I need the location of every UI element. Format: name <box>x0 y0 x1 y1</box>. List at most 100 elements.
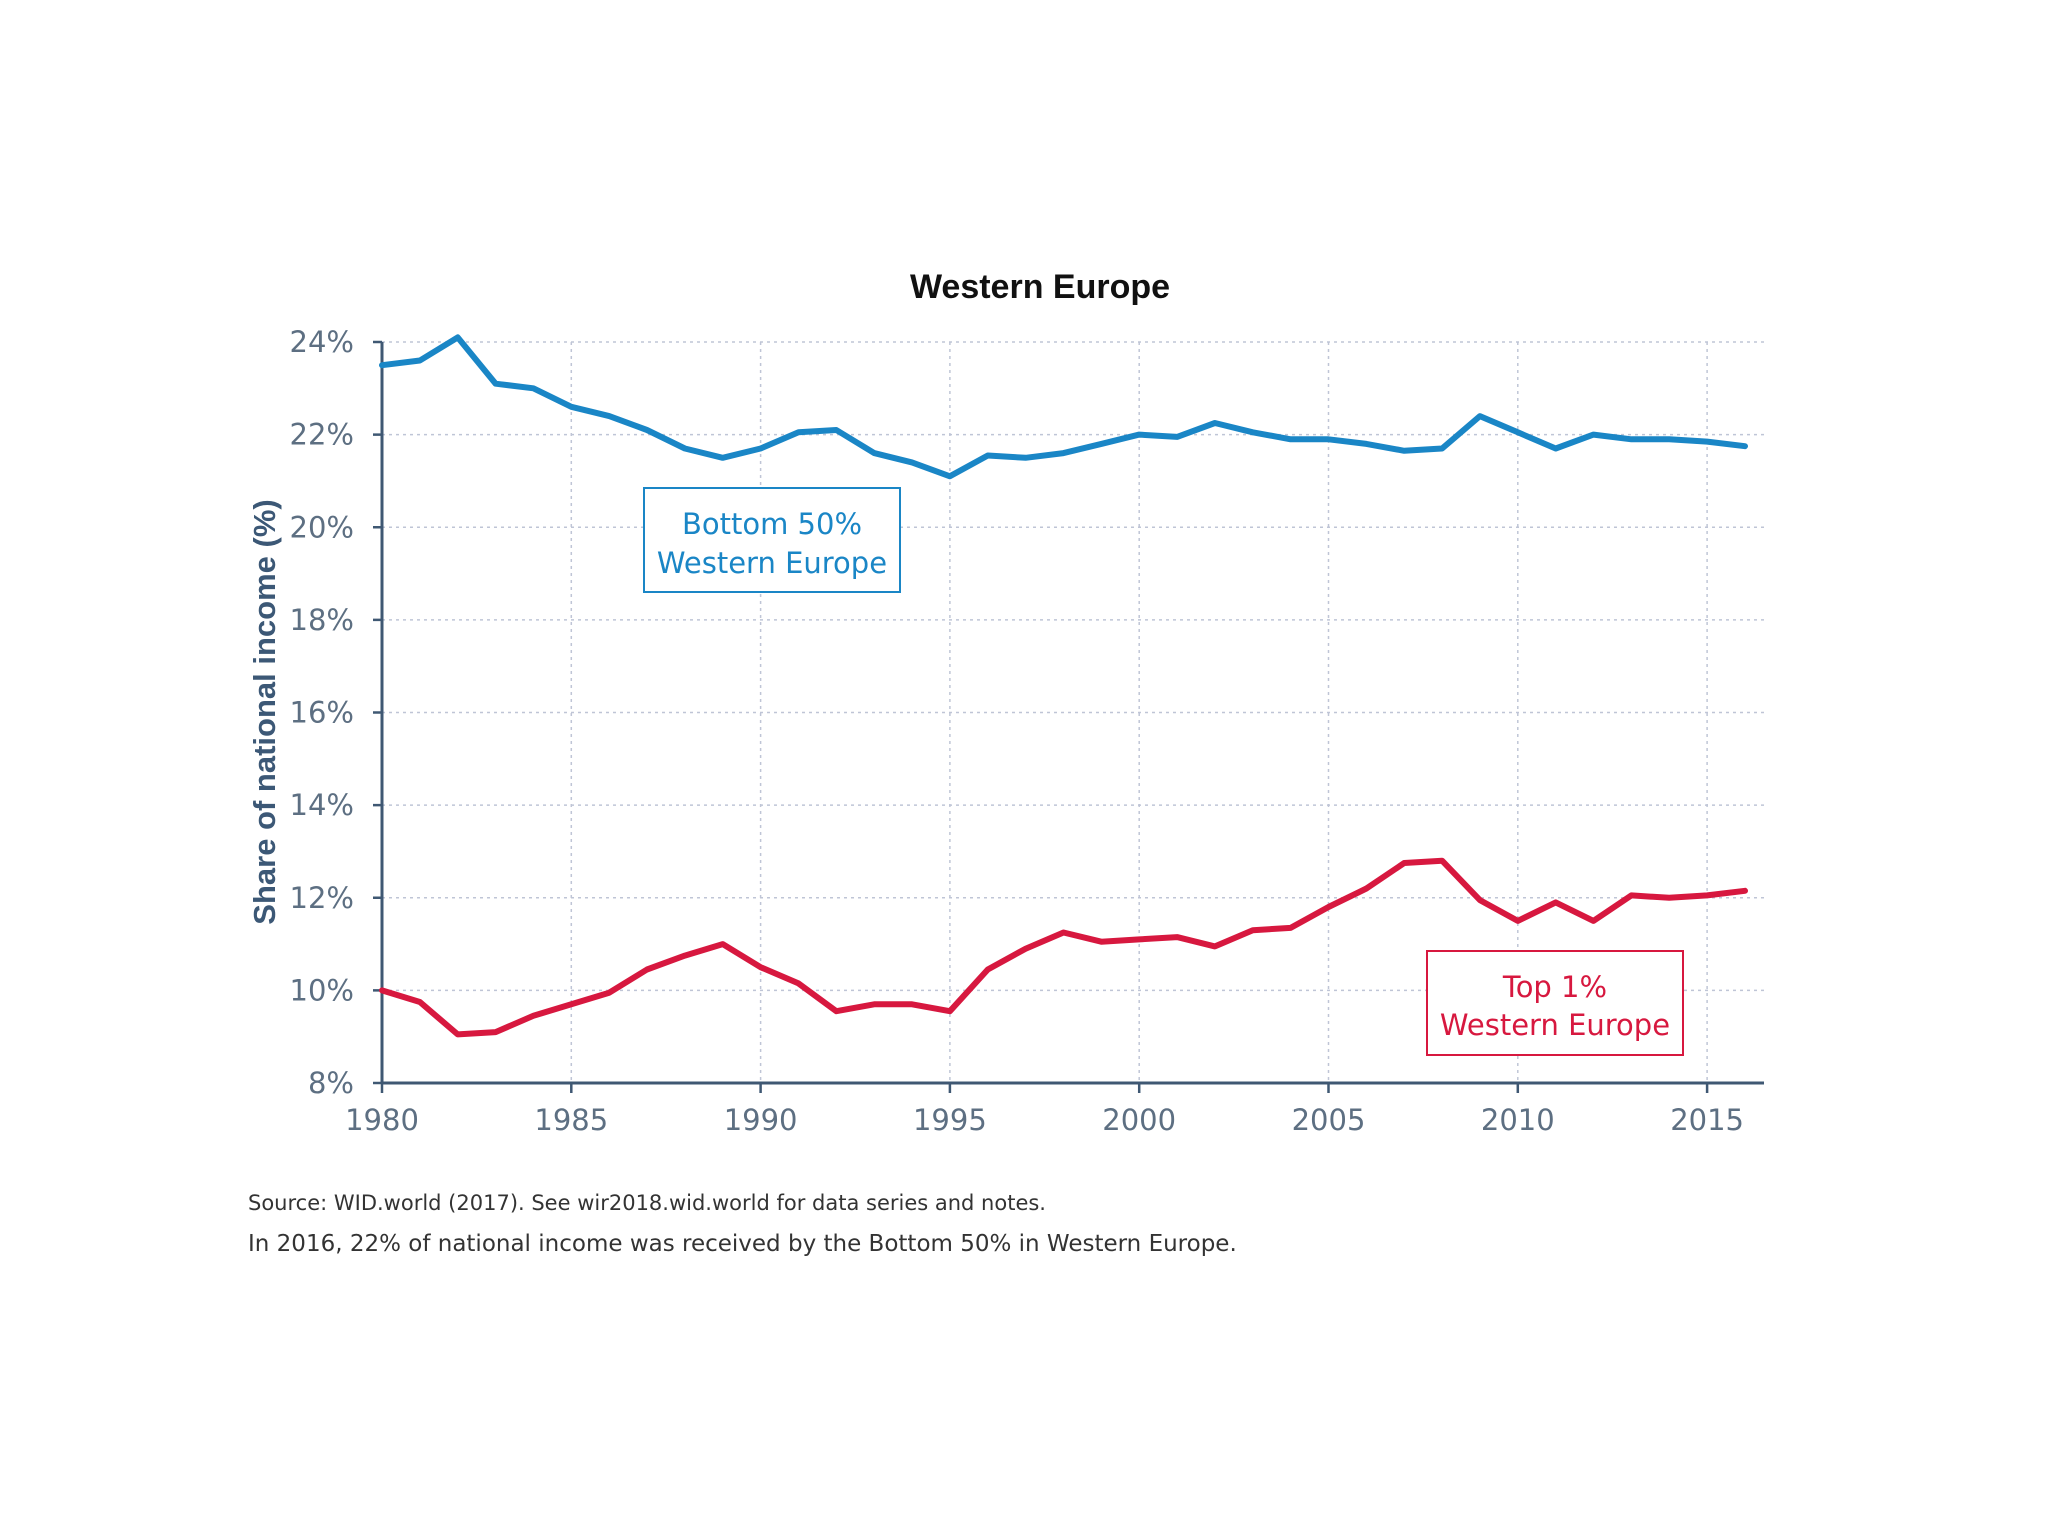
y-tick-label: 18% <box>290 603 354 637</box>
point-top-1-2015 <box>1704 892 1710 898</box>
legend-frame-bottom-50 <box>643 487 901 593</box>
point-bottom-50-2014 <box>1666 436 1672 442</box>
point-top-1-1988 <box>682 953 688 959</box>
legend-label-bottom-50-line1: Bottom 50% <box>682 507 862 541</box>
point-top-1-1995 <box>947 1008 953 1014</box>
legend-label-top-1-line1: Top 1% <box>1502 970 1607 1004</box>
point-bottom-50-2002 <box>1212 420 1218 426</box>
series-line-bottom-50 <box>379 334 1748 480</box>
point-top-1-2003 <box>1250 927 1256 933</box>
x-tick-label: 2000 <box>1102 1103 1176 1137</box>
legend-box-bottom-50: Bottom 50% Western Europe <box>643 487 901 593</box>
point-bottom-50-2008 <box>1439 446 1445 452</box>
point-top-1-1994 <box>909 1001 915 1007</box>
point-top-1-1997 <box>1023 946 1029 952</box>
point-bottom-50-1980 <box>379 362 385 368</box>
point-bottom-50-1993 <box>871 450 877 456</box>
point-bottom-50-2000 <box>1136 432 1142 438</box>
point-bottom-50-2013 <box>1628 436 1634 442</box>
point-top-1-1982 <box>455 1031 461 1037</box>
point-bottom-50-1994 <box>909 459 915 465</box>
point-bottom-50-1981 <box>417 358 423 364</box>
point-bottom-50-1995 <box>947 473 953 479</box>
legend-label-bottom-50-line2: Western Europe <box>657 546 887 580</box>
point-top-1-1980 <box>379 987 385 993</box>
point-top-1-1992 <box>833 1008 839 1014</box>
y-tick-label: 20% <box>290 510 354 544</box>
point-bottom-50-1999 <box>1098 441 1104 447</box>
point-bottom-50-2015 <box>1704 439 1710 445</box>
source-note: Source: WID.world (2017). See wir2018.wi… <box>248 1191 1046 1215</box>
point-top-1-1991 <box>796 980 802 986</box>
point-top-1-2009 <box>1477 897 1483 903</box>
point-bottom-50-1990 <box>758 446 764 452</box>
tick-labels: 8% 10% 12% 14% 16% 18% 20% 22% 24% 1980 1985 1990 19… <box>290 325 1744 1137</box>
point-bottom-50-2009 <box>1477 413 1483 419</box>
point-bottom-50-1991 <box>796 429 802 435</box>
point-top-1-2004 <box>1288 925 1294 931</box>
point-bottom-50-1996 <box>985 453 991 459</box>
x-tick-label: 1995 <box>913 1103 987 1137</box>
y-tick-label: 22% <box>290 418 354 452</box>
legend-box-top-1: Top 1% Western Europe <box>1426 950 1684 1056</box>
point-top-1-2013 <box>1628 892 1634 898</box>
point-bottom-50-1986 <box>606 413 612 419</box>
point-bottom-50-2010 <box>1515 429 1521 435</box>
point-top-1-2012 <box>1591 918 1597 924</box>
point-top-1-1984 <box>530 1013 536 1019</box>
point-top-1-2006 <box>1363 886 1369 892</box>
point-bottom-50-1984 <box>530 385 536 391</box>
point-top-1-2007 <box>1401 860 1407 866</box>
point-bottom-50-2004 <box>1288 436 1294 442</box>
point-top-1-1981 <box>417 999 423 1005</box>
y-tick-label: 12% <box>290 881 354 915</box>
point-top-1-2001 <box>1174 934 1180 940</box>
y-tick-label: 14% <box>290 788 354 822</box>
x-tick-label: 2005 <box>1292 1103 1366 1137</box>
x-tick-label: 1985 <box>534 1103 608 1137</box>
point-top-1-2016 <box>1742 888 1748 894</box>
point-bottom-50-2003 <box>1250 429 1256 435</box>
y-tick-label: 24% <box>290 325 354 359</box>
point-top-1-1986 <box>606 990 612 996</box>
point-top-1-2005 <box>1326 904 1332 910</box>
y-tick-label: 8% <box>308 1066 354 1100</box>
y-axis-label: Share of national income (%) <box>247 499 282 924</box>
chart-title: Western Europe <box>910 268 1170 306</box>
point-top-1-2014 <box>1666 895 1672 901</box>
point-top-1-1989 <box>720 941 726 947</box>
point-top-1-1993 <box>871 1001 877 1007</box>
series-lines <box>379 334 1748 1038</box>
x-tick-label: 2015 <box>1670 1103 1744 1137</box>
caption-note: In 2016, 22% of national income was rece… <box>248 1231 1237 1257</box>
point-bottom-50-1985 <box>568 404 574 410</box>
point-bottom-50-2016 <box>1742 443 1748 449</box>
point-bottom-50-2005 <box>1326 436 1332 442</box>
legend-label-top-1-line2: Western Europe <box>1440 1008 1670 1042</box>
point-bottom-50-1988 <box>682 446 688 452</box>
point-bottom-50-2007 <box>1401 448 1407 454</box>
point-top-1-1983 <box>493 1029 499 1035</box>
x-tick-label: 2010 <box>1481 1103 1555 1137</box>
point-top-1-1987 <box>644 967 650 973</box>
point-top-1-2002 <box>1212 943 1218 949</box>
point-bottom-50-2006 <box>1363 441 1369 447</box>
point-bottom-50-1998 <box>1061 450 1067 456</box>
point-bottom-50-2011 <box>1553 446 1559 452</box>
y-tick-label: 10% <box>290 973 354 1007</box>
x-tick-label: 1990 <box>724 1103 798 1137</box>
point-top-1-1999 <box>1098 939 1104 945</box>
point-bottom-50-1983 <box>493 381 499 387</box>
axes <box>373 340 1764 1093</box>
point-bottom-50-2012 <box>1591 432 1597 438</box>
point-top-1-2011 <box>1553 899 1559 905</box>
point-bottom-50-1989 <box>720 455 726 461</box>
point-bottom-50-1982 <box>455 334 461 340</box>
point-bottom-50-1997 <box>1023 455 1029 461</box>
point-bottom-50-2001 <box>1174 434 1180 440</box>
point-top-1-1990 <box>758 964 764 970</box>
point-top-1-1998 <box>1061 930 1067 936</box>
point-top-1-1985 <box>568 1001 574 1007</box>
point-top-1-2000 <box>1136 936 1142 942</box>
